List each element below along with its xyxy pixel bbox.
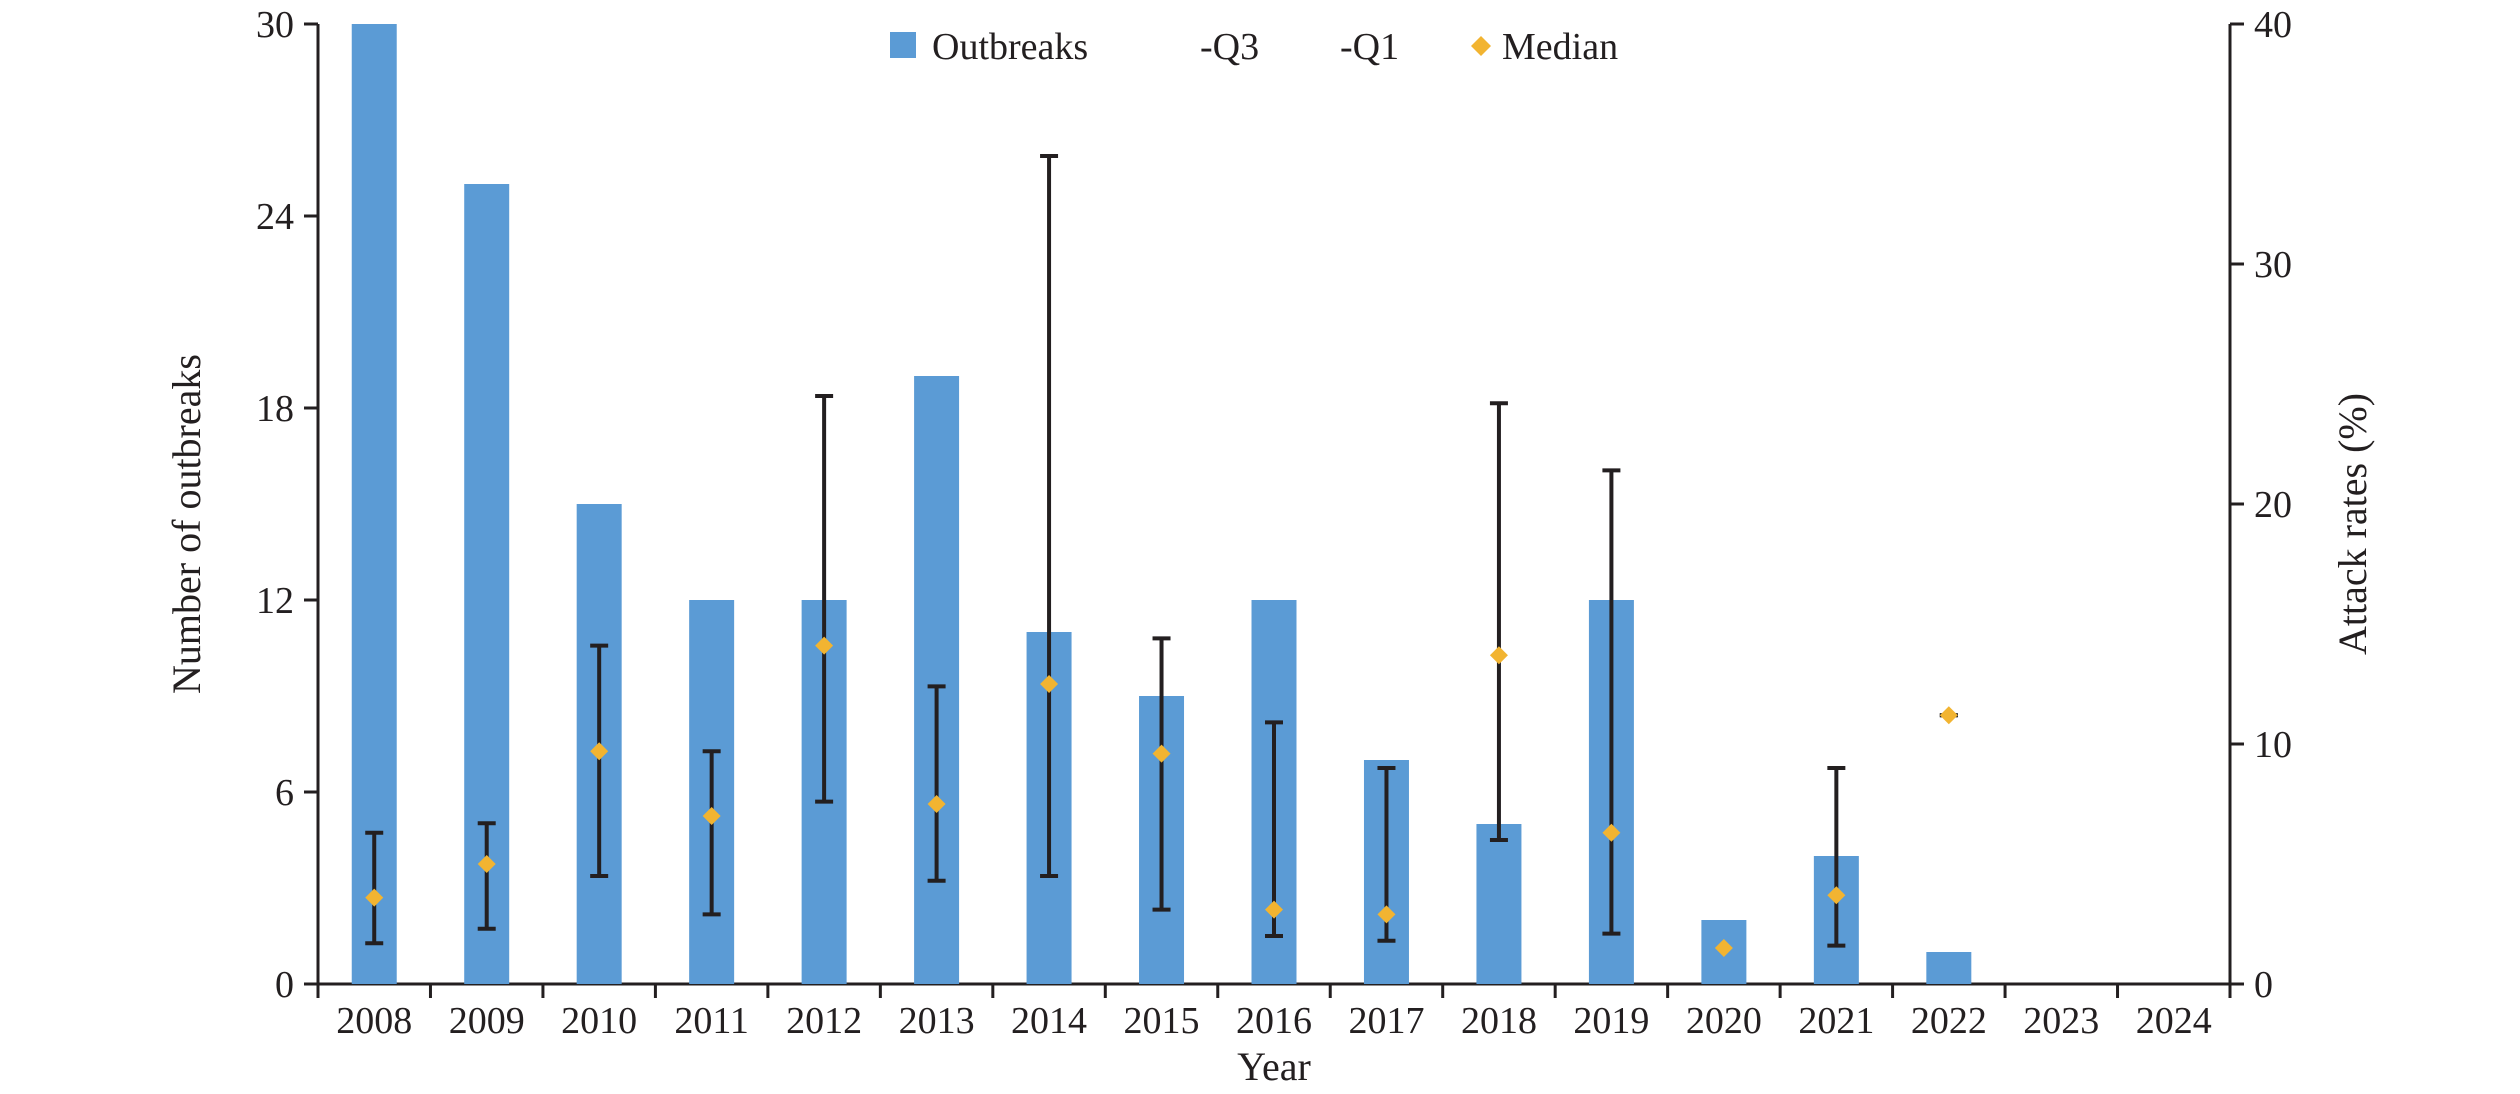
legend-swatch-outbreaks (890, 32, 916, 58)
y-left-tick-label: 30 (256, 4, 294, 46)
median-marker (590, 742, 609, 761)
y-left-tick-label: 12 (256, 580, 294, 622)
median-marker (1714, 939, 1733, 957)
y-right-tick-label: 40 (2254, 4, 2292, 46)
x-tick-label: 2014 (1011, 1000, 1087, 1042)
legend-label: -Q3 (1200, 26, 1259, 68)
x-tick-label: 2010 (561, 1000, 637, 1042)
median-marker (815, 636, 834, 655)
y-left-tick-label: 0 (275, 964, 294, 1006)
y-axis-left-title: Number of outbreaks (164, 354, 209, 694)
median-marker (1265, 900, 1283, 919)
x-tick-label: 2012 (786, 1000, 862, 1042)
x-tick-label: 2008 (336, 1000, 412, 1042)
x-tick-label: 2020 (1686, 1000, 1762, 1042)
legend-label: -Q1 (1340, 26, 1399, 68)
median-marker (1489, 646, 1508, 665)
x-tick-label: 2018 (1461, 1000, 1537, 1042)
x-tick-label: 2013 (899, 1000, 975, 1042)
ticks: 0 6 12 18 24 30 0 10 20 30 40 2008 2009 2010 2011 2012 2… (256, 4, 2292, 1042)
y-right-tick-label: 20 (2254, 484, 2292, 526)
median-marker (1939, 706, 1958, 725)
median-marker (1827, 886, 1846, 905)
legend-label: Median (1502, 26, 1618, 68)
y-right-tick-label: 10 (2254, 724, 2292, 766)
y-axis-right-title: Attack rates (%) (2330, 393, 2375, 655)
x-tick-label: 2023 (2023, 1000, 2099, 1042)
bar-outbreaks (1476, 824, 1522, 984)
y-left-tick-label: 18 (256, 388, 294, 430)
x-tick-label: 2021 (1798, 1000, 1874, 1042)
x-tick-label: 2019 (1573, 1000, 1649, 1042)
median-marker (702, 807, 721, 825)
median-marker (1602, 823, 1621, 842)
x-tick-label: 2024 (2136, 1000, 2212, 1042)
median-marker (1040, 675, 1059, 693)
legend-swatch-median (1471, 36, 1491, 56)
x-tick-label: 2011 (674, 1000, 749, 1042)
median-marker (1377, 905, 1396, 924)
x-tick-label: 2017 (1348, 1000, 1424, 1042)
median-marker (927, 795, 946, 813)
median-marker (1152, 744, 1171, 763)
bar-outbreaks (914, 376, 960, 984)
y-left-tick-label: 6 (275, 772, 294, 814)
x-tick-label: 2016 (1236, 1000, 1312, 1042)
y-right-tick-label: 0 (2254, 964, 2273, 1006)
y-right-tick-label: 30 (2254, 244, 2292, 286)
x-tick-label: 2015 (1124, 1000, 1200, 1042)
bar-outbreaks (351, 24, 397, 984)
bar-outbreaks (1926, 952, 1972, 984)
error-bars (365, 154, 1958, 948)
legend: Outbreaks -Q3 -Q1 Median (890, 26, 1618, 68)
median-marker (365, 888, 384, 907)
x-tick-label: 2022 (1911, 1000, 1987, 1042)
y-left-tick-label: 24 (256, 196, 294, 238)
median-marker (477, 855, 496, 873)
x-axis-title: Year (1237, 1044, 1311, 1089)
median-markers (365, 636, 1958, 957)
x-tick-label: 2009 (449, 1000, 525, 1042)
legend-label: Outbreaks (932, 26, 1088, 68)
